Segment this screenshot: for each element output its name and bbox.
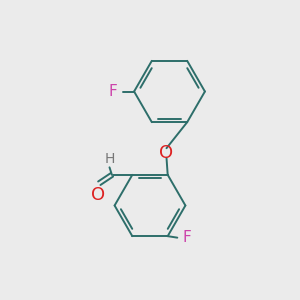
Text: H: H: [104, 152, 115, 166]
Text: O: O: [159, 144, 174, 162]
Text: O: O: [91, 186, 105, 204]
Text: F: F: [183, 230, 191, 245]
Text: F: F: [109, 84, 118, 99]
